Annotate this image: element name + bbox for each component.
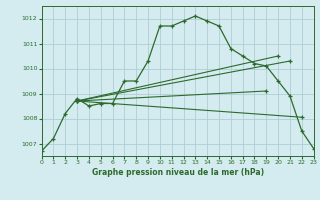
X-axis label: Graphe pression niveau de la mer (hPa): Graphe pression niveau de la mer (hPa) [92,168,264,177]
